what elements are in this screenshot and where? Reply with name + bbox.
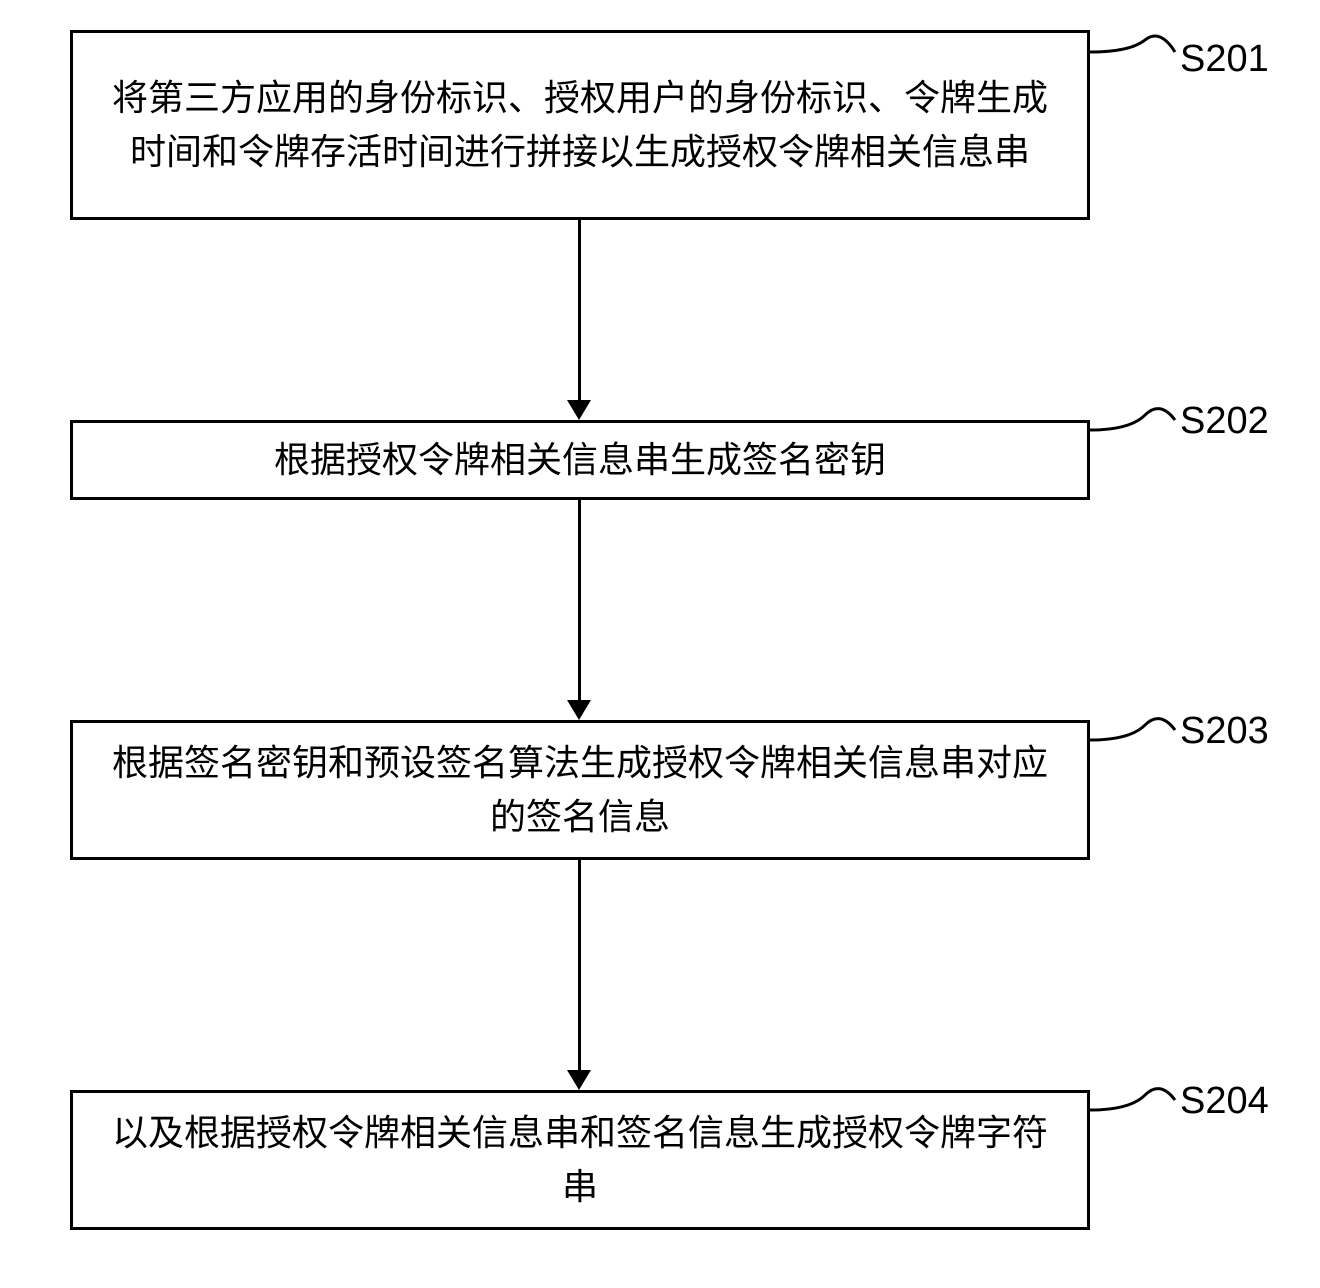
- label-connector-s201: [1090, 30, 1180, 90]
- step-text-s203: 根据签名密钥和预设签名算法生成授权令牌相关信息串对应的签名信息: [103, 736, 1057, 844]
- step-text-s202: 根据授权令牌相关信息串生成签名密钥: [274, 433, 886, 487]
- step-box-s204: 以及根据授权令牌相关信息串和签名信息生成授权令牌字符串: [70, 1090, 1090, 1230]
- step-box-s201: 将第三方应用的身份标识、授权用户的身份标识、令牌生成时间和令牌存活时间进行拼接以…: [70, 30, 1090, 220]
- label-connector-s203: [1090, 710, 1180, 770]
- label-connector-s204: [1090, 1080, 1180, 1140]
- arrow-head-3: [567, 1070, 591, 1090]
- label-connector-s202: [1090, 400, 1180, 460]
- step-text-s201: 将第三方应用的身份标识、授权用户的身份标识、令牌生成时间和令牌存活时间进行拼接以…: [103, 71, 1057, 179]
- step-box-s203: 根据签名密钥和预设签名算法生成授权令牌相关信息串对应的签名信息: [70, 720, 1090, 860]
- step-label-s202: S202: [1180, 400, 1269, 443]
- step-label-s204: S204: [1180, 1080, 1269, 1123]
- step-label-s201: S201: [1180, 38, 1269, 81]
- arrow-line-1: [578, 220, 581, 400]
- arrow-head-2: [567, 700, 591, 720]
- step-label-s203: S203: [1180, 710, 1269, 753]
- step-box-s202: 根据授权令牌相关信息串生成签名密钥: [70, 420, 1090, 500]
- arrow-line-3: [578, 860, 581, 1070]
- arrow-line-2: [578, 500, 581, 700]
- arrow-head-1: [567, 400, 591, 420]
- flowchart-container: 将第三方应用的身份标识、授权用户的身份标识、令牌生成时间和令牌存活时间进行拼接以…: [0, 0, 1320, 1288]
- step-text-s204: 以及根据授权令牌相关信息串和签名信息生成授权令牌字符串: [103, 1106, 1057, 1214]
